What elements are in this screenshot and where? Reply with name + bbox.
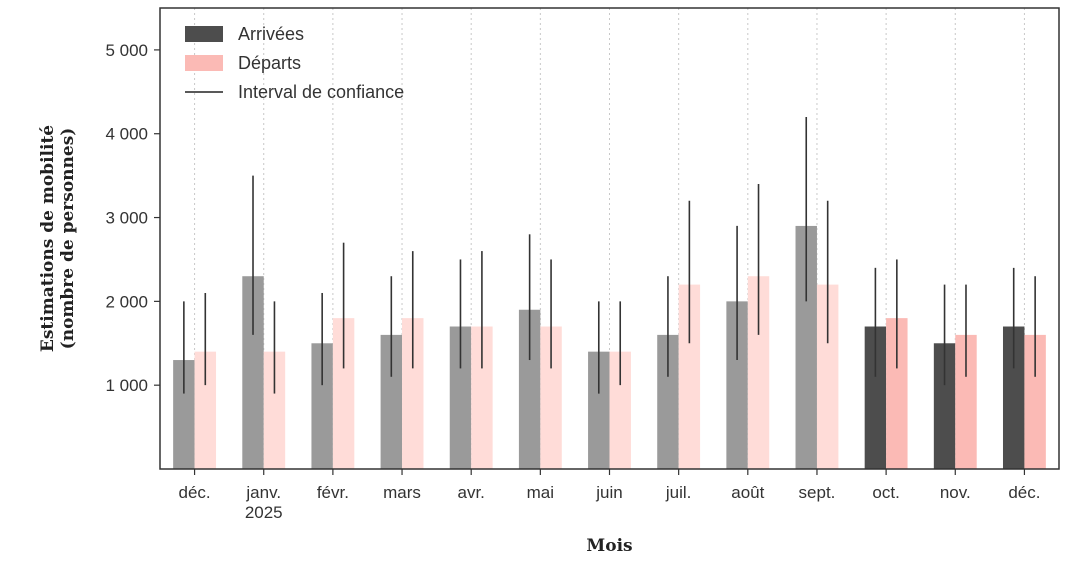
bar-arrivees	[864, 326, 887, 469]
bar-arrivees	[1002, 326, 1025, 469]
x-tick-label-line: nov.	[940, 483, 971, 502]
bar-departs	[402, 318, 424, 469]
y-axis-title: Estimations de mobilité(nombre de person…	[38, 125, 78, 352]
y-tick-label: 4 000	[105, 125, 148, 144]
x-tick-label-line: déc.	[179, 483, 211, 502]
x-tick-label-line: 2025	[245, 503, 283, 522]
bar-arrivees	[726, 301, 748, 469]
confidence-interval-layer	[183, 116, 1036, 394]
legend: Arrivées Départs Interval de confiance	[185, 24, 404, 102]
grid-layer	[194, 8, 1025, 469]
x-tick-label: oct.	[872, 483, 899, 502]
x-tick-label-line: avr.	[457, 483, 484, 502]
x-tick-label-line: juin	[595, 483, 622, 502]
y-axis-title-line: (nombre de personnes)	[58, 128, 78, 350]
bar-departs	[609, 351, 631, 469]
x-axis: déc. janv. 2025 févr. mars avr. mai juin juil. ao…	[179, 469, 1040, 522]
bar-departs	[886, 318, 908, 469]
bar-departs	[678, 284, 701, 469]
x-axis-title: Mois	[586, 536, 632, 556]
x-tick-label-line: févr.	[317, 483, 349, 502]
legend-swatch	[185, 55, 223, 71]
x-tick-label: juil.	[665, 483, 692, 502]
x-tick-label: sept.	[799, 483, 836, 502]
y-tick-label: 1 000	[105, 376, 148, 395]
x-tick-label-line: déc.	[1008, 483, 1040, 502]
x-tick-label-line: mars	[383, 483, 421, 502]
x-tick-label-line: juil.	[665, 483, 692, 502]
bar-arrivees	[449, 326, 472, 469]
x-tick-label: août	[731, 483, 764, 502]
y-tick-label: 5 000	[105, 41, 148, 60]
bar-arrivees	[173, 360, 195, 469]
x-tick-label: juin	[595, 483, 622, 502]
legend-label: Arrivées	[238, 24, 304, 44]
bar-arrivees	[311, 343, 333, 469]
x-tick-label-line: sept.	[799, 483, 836, 502]
bar-departs	[540, 326, 562, 469]
y-axis: 1 000 2 000 3 000 4 000 5 000	[105, 41, 160, 395]
bars-layer	[173, 225, 1046, 469]
bar-departs	[471, 326, 493, 469]
y-tick-label: 3 000	[105, 209, 148, 228]
bar-arrivees	[933, 343, 956, 469]
x-tick-label: janv. 2025	[245, 483, 283, 522]
x-tick-label-line: août	[731, 483, 764, 502]
x-tick-label: févr.	[317, 483, 349, 502]
bar-arrivees	[242, 276, 264, 469]
x-tick-label: nov.	[940, 483, 971, 502]
bar-arrivees	[518, 309, 541, 469]
bar-departs	[747, 276, 770, 469]
bar-departs	[263, 351, 286, 469]
legend-label: Interval de confiance	[238, 82, 404, 102]
bar-departs	[955, 334, 977, 469]
x-tick-label-line: janv.	[245, 483, 281, 502]
y-tick-label: 2 000	[105, 292, 148, 311]
legend-label: Départs	[238, 53, 301, 73]
bar-departs	[1024, 334, 1046, 469]
bar-arrivees	[795, 225, 817, 469]
x-tick-label: mars	[383, 483, 421, 502]
legend-swatch	[185, 26, 223, 42]
x-tick-label-line: oct.	[872, 483, 899, 502]
x-tick-label: avr.	[457, 483, 484, 502]
x-tick-label: déc.	[179, 483, 211, 502]
y-axis-title-line: Estimations de mobilité	[38, 125, 58, 352]
bar-arrivees	[588, 351, 610, 469]
bar-departs	[332, 318, 355, 469]
bar-departs	[816, 284, 839, 469]
bar-departs	[194, 351, 217, 469]
x-tick-label: déc.	[1008, 483, 1040, 502]
x-tick-label-line: mai	[527, 483, 554, 502]
bar-arrivees	[380, 334, 403, 469]
bar-arrivees	[657, 334, 679, 469]
x-tick-label: mai	[527, 483, 554, 502]
